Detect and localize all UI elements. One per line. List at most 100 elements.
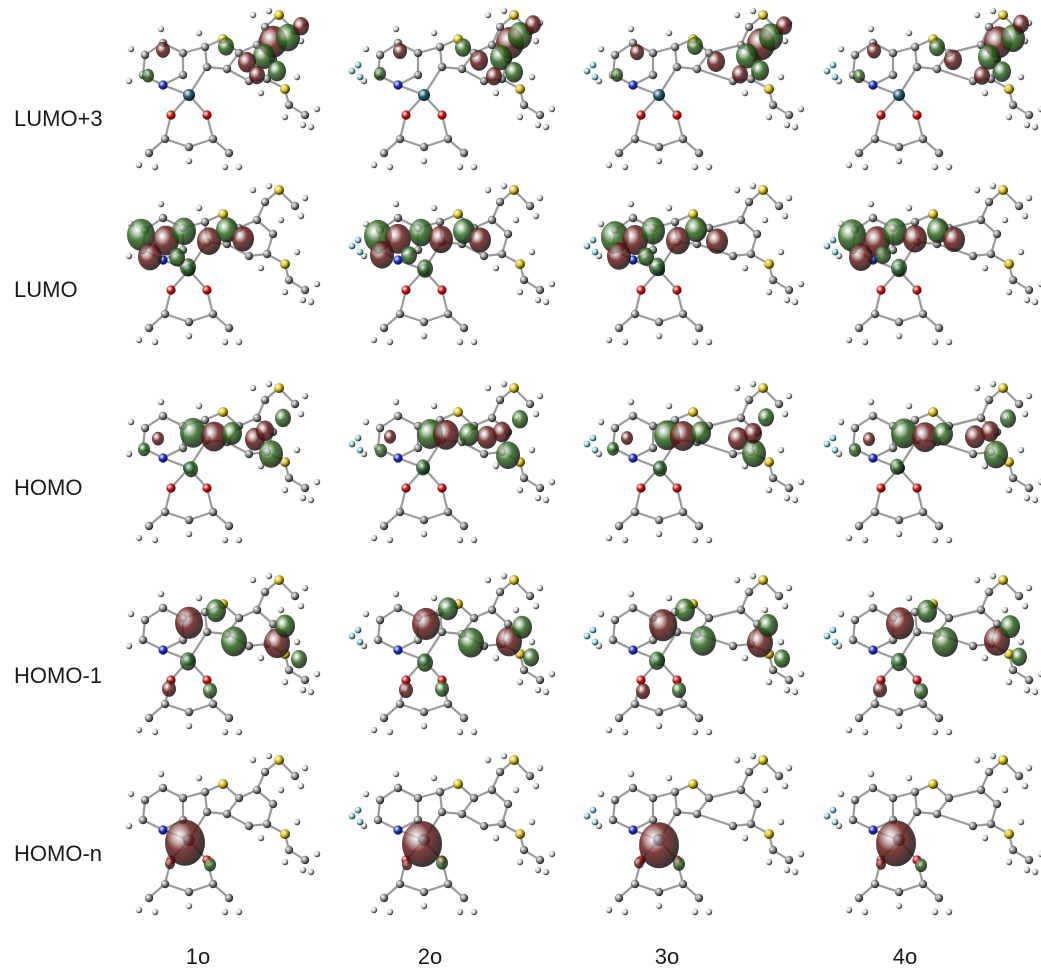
hydrogen-atom — [781, 602, 789, 610]
nitrogen-atom — [628, 645, 638, 655]
column-label-2o: 2o — [417, 944, 443, 969]
carbon-atom — [469, 613, 479, 623]
hydrogen-atom — [895, 332, 903, 340]
orbital-lobe-positive — [505, 61, 523, 83]
hydrogen-atom — [484, 576, 492, 584]
bond — [188, 510, 214, 522]
hydrogen-atom — [500, 752, 508, 760]
hydrogen-atom — [905, 594, 913, 602]
fluorine-atom — [823, 812, 831, 820]
hydrogen-atom — [749, 182, 757, 190]
orbital-lobe-negative — [152, 431, 164, 446]
fluorine-atom — [354, 236, 362, 244]
hydrogen-atom — [691, 163, 699, 171]
hydrogen-atom — [221, 536, 229, 544]
hydrogen-atom — [765, 858, 773, 866]
orbital-molecule-r5-c3 — [583, 752, 805, 916]
orbital-molecule-r4-c1 — [125, 572, 321, 736]
hydrogen-atom — [484, 11, 492, 19]
carbon-atom — [419, 707, 429, 717]
hydrogen-atom — [534, 686, 542, 694]
hydrogen-atom — [777, 446, 785, 454]
orbital-lobe-positive — [138, 442, 150, 457]
hydrogen-atom — [605, 534, 613, 542]
orbital-lobe-negative — [162, 680, 176, 697]
orbital-lobe-positive — [736, 43, 758, 69]
carbon-atom — [479, 251, 489, 261]
hydrogen-atom — [542, 688, 550, 696]
nitrogen-atom — [393, 825, 403, 835]
hydrogen-atom — [1025, 764, 1033, 772]
carbon-atom — [459, 521, 469, 531]
bond — [399, 510, 425, 522]
fluorine-atom — [589, 61, 597, 69]
hydrogen-atom — [516, 486, 524, 494]
carbon-atom — [850, 615, 860, 625]
sulfur-atom — [509, 575, 519, 585]
sulfur-atom — [274, 575, 284, 585]
hydrogen-atom — [151, 728, 159, 736]
hydrogen-atom — [221, 163, 229, 171]
oxygen-atom — [401, 675, 411, 685]
sulfur-atom — [1004, 829, 1014, 839]
orbital-lobe-positive — [1000, 409, 1016, 428]
fluorine-atom — [356, 446, 364, 454]
carbon-atom — [934, 893, 944, 903]
carbon-atom — [1008, 665, 1018, 675]
carbon-atom — [1024, 483, 1034, 493]
hydrogen-atom — [492, 264, 500, 272]
sulfur-atom — [1004, 84, 1014, 94]
carbon-atom — [379, 521, 389, 531]
hydrogen-atom — [548, 105, 556, 113]
hydrogen-atom — [705, 536, 713, 544]
carbon-atom — [678, 309, 688, 319]
orbital-lobe-negative — [649, 609, 677, 642]
carbon-atom — [379, 893, 389, 903]
carbon-atom — [224, 893, 234, 903]
carbon-atom — [395, 309, 405, 319]
hydrogen-atom — [313, 280, 321, 288]
carbon-atom — [535, 855, 545, 865]
carbon-atom — [202, 807, 212, 817]
oxygen-atom — [912, 483, 922, 493]
carbon-atom — [200, 42, 210, 52]
hydrogen-atom — [733, 186, 741, 194]
nitrogen-atom — [393, 453, 403, 463]
carbon-atom — [736, 605, 746, 615]
carbon-atom — [208, 134, 218, 144]
orbital-lobe-positive — [523, 648, 539, 667]
hydrogen-atom — [1021, 410, 1029, 418]
hydrogen-atom — [621, 908, 629, 916]
fluorine-atom — [589, 236, 597, 244]
sulfur-atom — [280, 829, 290, 839]
carbon-atom — [300, 855, 310, 865]
carbon-atom — [968, 821, 978, 831]
sulfur-atom — [688, 779, 698, 789]
orbital-lobe-negative — [981, 421, 999, 442]
orbital-lobe-positive — [455, 38, 471, 57]
carbon-atom — [1024, 675, 1034, 685]
orbital-lobe-positive — [490, 44, 512, 71]
orbital-lobe-negative — [238, 51, 256, 73]
sulfur-atom — [758, 575, 768, 585]
orbital-lobe-positive — [853, 69, 865, 84]
carbon-atom — [487, 605, 497, 615]
orbital-molecule-r1-c2 — [348, 7, 556, 171]
bond — [874, 137, 900, 149]
hydrogen-atom — [1037, 478, 1041, 486]
hydrogen-atom — [470, 338, 478, 346]
orbital-lobe-positive — [914, 683, 928, 700]
hydrogen-atom — [1017, 446, 1025, 454]
hydrogen-atom — [1001, 786, 1009, 794]
orbital-lobe-negative — [399, 681, 413, 699]
hydrogen-atom — [532, 602, 540, 610]
hydrogen-atom — [301, 584, 309, 592]
carbon-atom — [260, 587, 270, 597]
carbon-atom — [184, 142, 194, 152]
carbon-atom — [774, 591, 784, 601]
hydrogen-atom — [837, 790, 845, 798]
carbon-atom — [138, 815, 148, 825]
hydrogen-atom — [157, 770, 165, 778]
hydrogen-atom — [456, 908, 464, 916]
fluorine-atom — [589, 626, 597, 634]
